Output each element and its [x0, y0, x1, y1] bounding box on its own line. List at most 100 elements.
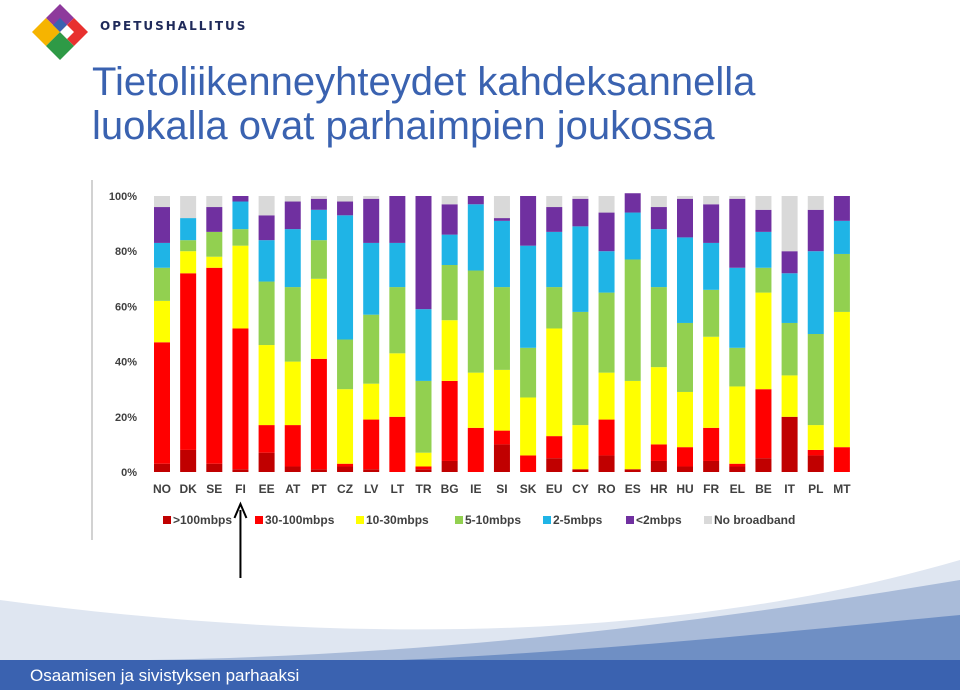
bar-segment — [206, 267, 223, 464]
bar-segment — [441, 320, 458, 381]
bar-segment — [441, 265, 458, 321]
bar-segment — [833, 196, 850, 221]
bar-segment — [232, 328, 249, 470]
bar-segment — [284, 361, 301, 426]
bar-segment — [729, 196, 746, 199]
chart-x-labels: NO DK SE FI EE AT PT CZ LV LT TR BG IE SI SK EU CY RO ES HR… — [153, 482, 851, 496]
legend-swatch — [255, 516, 263, 524]
bar-segment — [729, 466, 746, 472]
y-tick-label: 0% — [121, 467, 137, 479]
bar-segment — [703, 460, 720, 472]
bar-segment — [232, 196, 249, 202]
opetushallitus-logo-icon — [32, 4, 88, 60]
bar-segment — [781, 273, 798, 323]
bar-segment — [755, 209, 772, 232]
x-tick-label: IT — [784, 482, 795, 496]
bar-segment — [598, 455, 615, 472]
bar-segment — [650, 207, 667, 230]
bar-segment — [284, 229, 301, 288]
bar-segment — [310, 198, 327, 210]
bar-segment — [337, 389, 354, 464]
bar-segment — [389, 353, 406, 417]
legend-label: No broadband — [714, 513, 795, 527]
bar-segment — [624, 469, 641, 472]
bar-segment — [310, 469, 327, 472]
x-tick-label: SI — [496, 482, 507, 496]
bar-segment — [493, 369, 510, 431]
bar-segment — [363, 314, 380, 384]
bar-segment — [729, 347, 746, 387]
bar-segment — [520, 347, 537, 398]
bar-segment — [441, 234, 458, 265]
bar-segment — [677, 322, 693, 392]
bar-segment — [284, 201, 301, 230]
x-tick-label: IE — [470, 482, 481, 496]
x-tick-label: NO — [153, 482, 171, 496]
legend-swatch — [543, 516, 551, 524]
title-line-2: luokalla ovat parhaimpien joukossa — [92, 104, 715, 148]
chart-axes: 0% 20% 40% 60% 80% 100% — [91, 180, 137, 540]
bar-segment — [467, 204, 484, 271]
x-tick-label: AT — [285, 482, 301, 496]
bar-segment — [572, 226, 589, 312]
legend-label: 30-100mbps — [265, 513, 335, 527]
bar-segment — [650, 367, 667, 445]
x-tick-label: FR — [703, 482, 719, 496]
bar-segment — [154, 242, 170, 268]
bar-segment — [624, 212, 641, 260]
bar-segment — [284, 287, 301, 362]
x-tick-label: SK — [520, 482, 537, 496]
bar-segment — [703, 242, 720, 290]
bar-segment — [206, 196, 223, 208]
title-line-1: Tietoliikenneyhteydet kahdeksannella — [92, 60, 756, 104]
bar-segment — [598, 196, 615, 213]
bar-segment — [284, 425, 301, 467]
bar-segment — [493, 444, 510, 472]
x-tick-label: SE — [206, 482, 222, 496]
highlight-arrow-icon — [233, 501, 248, 519]
bar-segment — [703, 289, 720, 337]
bar-segment — [206, 207, 223, 232]
bar-segment — [467, 372, 484, 428]
bar-segment — [520, 455, 537, 472]
bar-segment — [467, 427, 484, 472]
bar-segment — [180, 251, 197, 274]
bar-segment — [154, 300, 170, 343]
bar-segment — [781, 251, 798, 274]
bar-segment — [546, 231, 563, 288]
bar-segment — [389, 242, 406, 288]
y-tick-label: 80% — [115, 246, 137, 258]
bar-segment — [677, 198, 693, 238]
bar-segment — [258, 425, 275, 453]
bar-segment — [624, 193, 641, 213]
bar-segment — [520, 397, 537, 456]
bar-segment — [363, 419, 380, 470]
bar-segment — [833, 253, 850, 312]
y-tick-label: 40% — [115, 357, 137, 369]
legend-swatch — [163, 516, 171, 524]
bar-segment — [337, 196, 354, 202]
bar-segment — [258, 215, 275, 241]
bar-segment — [755, 458, 772, 472]
bar-segment — [154, 196, 170, 208]
bar-segment — [729, 386, 746, 464]
bar-segment — [755, 196, 772, 210]
bar-segment — [598, 292, 615, 373]
bar-segment — [258, 345, 275, 426]
bar-segment — [703, 427, 720, 461]
bar-segment — [363, 469, 380, 472]
legend-label: 5-10mbps — [465, 513, 521, 527]
x-tick-label: TR — [416, 482, 432, 496]
bar-segment — [154, 267, 170, 301]
bar-segment — [232, 245, 249, 329]
bar-segment — [598, 251, 615, 293]
bar-segment — [180, 196, 197, 219]
x-tick-label: EL — [730, 482, 745, 496]
bar-segment — [781, 416, 798, 472]
bar-segment — [337, 201, 354, 216]
x-tick-label: HR — [650, 482, 668, 496]
bar-segment — [677, 466, 693, 472]
bar-segment — [807, 425, 824, 450]
bar-segment — [284, 466, 301, 472]
bar-segment — [180, 449, 197, 472]
